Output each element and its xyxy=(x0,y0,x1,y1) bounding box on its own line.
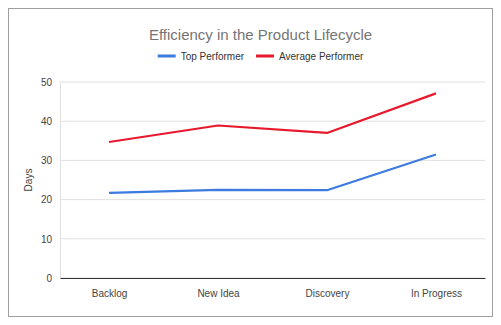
y-tick-label: 0 xyxy=(46,273,52,284)
grid-line xyxy=(60,121,485,122)
x-tick-label: Backlog xyxy=(92,288,128,299)
legend-swatch xyxy=(256,55,274,58)
x-tick: Backlog xyxy=(92,278,128,299)
y-axis-line xyxy=(60,83,61,279)
legend-item: Average Performer xyxy=(256,51,364,62)
y-tick-label: 20 xyxy=(41,194,53,205)
plot-lines xyxy=(109,93,436,193)
y-tick: 20 xyxy=(41,194,60,205)
legend: Top Performer Average Performer xyxy=(158,51,364,62)
y-tick: 40 xyxy=(41,116,60,127)
x-axis: Backlog New Idea Discovery In Progress xyxy=(61,278,486,299)
y-tick-label: 40 xyxy=(41,116,53,127)
chart-frame xyxy=(9,9,493,317)
series-line xyxy=(109,155,436,193)
y-tick-label: 10 xyxy=(41,234,53,245)
x-tick-label: In Progress xyxy=(411,288,462,299)
y-tick-label: 50 xyxy=(41,77,53,88)
legend-item: Top Performer xyxy=(158,51,245,62)
grid-line xyxy=(60,278,485,279)
y-tick: 50 xyxy=(41,77,60,88)
y-tick: 30 xyxy=(41,155,60,166)
y-axis: 0 10 20 30 40 50 xyxy=(41,77,61,284)
chart-title: Efficiency in the Product Lifecycle xyxy=(149,26,372,43)
grid-line xyxy=(60,238,485,239)
x-tick: In Progress xyxy=(411,278,462,299)
chart: Efficiency in the Product Lifecycle Top P… xyxy=(0,0,501,325)
grid xyxy=(60,82,485,278)
legend-label: Top Performer xyxy=(181,51,245,62)
legend-swatch xyxy=(158,55,176,58)
y-tick: 10 xyxy=(41,234,60,245)
x-tick: New Idea xyxy=(197,278,240,299)
y-tick-label: 30 xyxy=(41,155,53,166)
series-line xyxy=(109,93,436,142)
legend-label: Average Performer xyxy=(279,51,364,62)
x-tick-label: Discovery xyxy=(306,288,350,299)
y-axis-title: Days xyxy=(23,169,34,192)
grid-line xyxy=(60,82,485,83)
y-tick: 0 xyxy=(46,273,60,284)
grid-line xyxy=(60,199,485,200)
x-axis-line xyxy=(61,278,486,279)
x-tick: Discovery xyxy=(306,278,350,299)
x-tick-label: New Idea xyxy=(197,288,240,299)
